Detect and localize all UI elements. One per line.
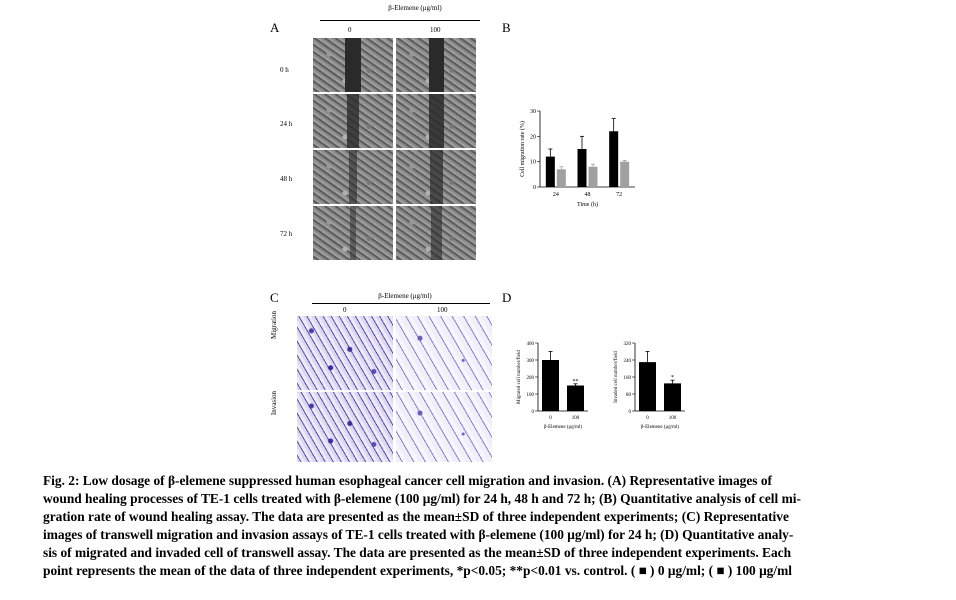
panel-c-header-line [312, 303, 490, 304]
x-tick-label: 100 [669, 416, 677, 421]
y-tick-label: 240 [624, 359, 632, 364]
panel-a-header: β-Elemene (μg/ml) [388, 4, 442, 12]
caption-line-5: sis of migrated and invaded cell of tran… [43, 545, 792, 560]
bar [620, 161, 630, 187]
panel-b-letter: B [502, 20, 511, 35]
y-axis-label: Cell migration rate (%) [519, 121, 526, 177]
y-tick-label: 300 [527, 359, 535, 364]
x-axis-label: Time (h) [577, 201, 598, 208]
y-tick-label: 20 [530, 134, 536, 140]
wound-image-0-0h [313, 38, 393, 92]
transwell-image-invasion-0 [297, 392, 393, 462]
wound-image-100-48h [396, 150, 476, 204]
x-tick-label: 72 [616, 192, 622, 198]
bar [542, 360, 559, 411]
x-axis-label: β-Elemene (μg/ml) [544, 425, 582, 430]
y-axis-label: Migrated cell number/field [517, 350, 522, 404]
bar [567, 385, 584, 411]
y-tick-label: 320 [624, 342, 632, 347]
panel-d-right-chart: 0 80 160 240 320 0 * 100 β-Elemene (μg/ml) Invade… [614, 342, 685, 430]
panel-c-row-invasion: Invasion [270, 390, 278, 416]
x-tick-label: 0 [549, 416, 552, 421]
panel-a-header-line [320, 20, 480, 21]
panel-a-row-0h: 0 h [280, 66, 289, 74]
x-tick-label: 24 [553, 192, 559, 198]
caption-line-6: point represents the mean of the data of… [43, 563, 792, 578]
caption-line-3: gration rate of wound healing assay. The… [43, 509, 789, 524]
panel-a-letter: A [270, 20, 280, 35]
bar [577, 149, 587, 187]
panel-b-chart: 0 10 20 30 24 48 72 Time (h) Cell migration rate… [519, 109, 635, 208]
transwell-image-invasion-100 [396, 392, 492, 462]
panel-c-col-0: 0 [343, 306, 347, 314]
panel-a-col-0: 0 [348, 26, 352, 34]
y-axis-label: Invaded cell number/field [614, 351, 619, 403]
y-tick-label: 100 [527, 393, 535, 398]
wound-image-100-0h [396, 38, 476, 92]
bar [588, 166, 598, 187]
significance-mark: * [671, 375, 674, 381]
y-tick-label: 80 [626, 393, 632, 398]
panel-c-row-migration: Migration [270, 311, 278, 339]
panel-d-letter: D [502, 290, 512, 305]
bar [556, 169, 566, 187]
caption-line-2: wound healing processes of TE-1 cells tr… [43, 491, 801, 506]
y-tick-label: 0 [533, 185, 536, 191]
bar [545, 156, 555, 187]
panel-a-col-100: 100 [430, 26, 441, 34]
wound-image-0-72h [313, 206, 393, 260]
significance-mark: ** [573, 379, 579, 385]
y-tick-label: 0 [629, 410, 632, 415]
panel-a-row-24h: 24 h [280, 120, 293, 128]
transwell-image-migration-0 [297, 316, 393, 390]
wound-image-0-48h [313, 150, 393, 204]
y-tick-label: 10 [530, 160, 536, 166]
bar [664, 383, 681, 411]
panel-c-letter: C [270, 290, 279, 305]
x-tick-label: 0 [646, 416, 649, 421]
panel-c-col-100: 100 [437, 306, 448, 314]
y-tick-label: 200 [527, 376, 535, 381]
panel-a-row-48h: 48 h [280, 175, 293, 183]
bar [609, 131, 619, 187]
y-tick-label: 400 [527, 342, 535, 347]
x-tick-label: 48 [585, 192, 591, 198]
x-axis-label: β-Elemene (μg/ml) [641, 425, 679, 430]
panel-d-left-chart: 0 100 200 300 400 0 ** 100 β-Elemene (μg/ml) Migr… [517, 342, 588, 430]
bar [639, 362, 656, 411]
wound-image-100-72h [396, 206, 476, 260]
caption-line-4: images of transwell migration and invasi… [43, 527, 794, 542]
y-tick-label: 30 [530, 109, 536, 115]
figure-caption: Fig. 2: Low dosage of β-elemene suppress… [43, 472, 933, 580]
panel-a-row-72h: 72 h [280, 230, 293, 238]
x-tick-label: 100 [572, 416, 580, 421]
wound-image-0-24h [313, 94, 393, 148]
panel-c-header: β-Elemene (μg/ml) [378, 292, 432, 300]
wound-image-100-24h [396, 94, 476, 148]
caption-line-1: Fig. 2: Low dosage of β-elemene suppress… [43, 473, 772, 488]
transwell-image-migration-100 [396, 316, 492, 390]
y-tick-label: 0 [532, 410, 535, 415]
y-tick-label: 160 [624, 376, 632, 381]
